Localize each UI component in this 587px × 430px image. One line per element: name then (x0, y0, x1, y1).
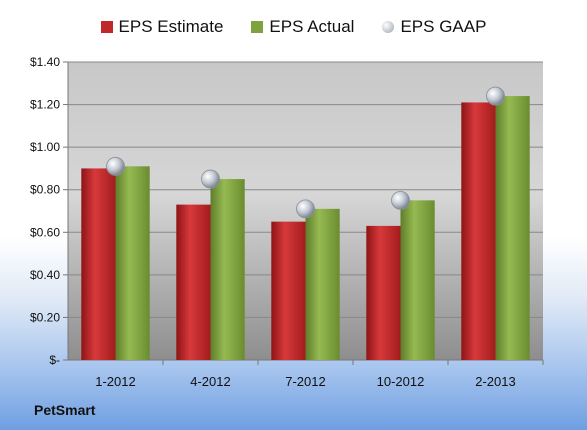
legend-label-gaap: EPS GAAP (400, 17, 487, 36)
y-tick-label: $0.20 (30, 310, 60, 324)
x-tick-label: 2-2013 (475, 374, 515, 389)
y-tick-label: $0.80 (30, 183, 60, 197)
bar-eps-actual (115, 166, 150, 360)
bar-eps-actual (210, 179, 245, 360)
bar-eps-estimate (366, 225, 401, 360)
bar-eps-actual (305, 208, 340, 360)
point-eps-gaap (486, 86, 505, 106)
point-eps-gaap (296, 199, 315, 219)
x-tick-label: 1-2012 (95, 374, 135, 389)
y-tick-label: $- (49, 353, 60, 367)
legend-swatch-gaap (382, 21, 395, 33)
bar-eps-estimate (81, 168, 116, 360)
legend-swatch-actual (251, 21, 264, 33)
y-tick-label: $0.60 (30, 225, 60, 239)
legend-swatch-estimate (100, 21, 113, 33)
legend-label-estimate: EPS Estimate (118, 17, 224, 36)
company-name: PetSmart (34, 402, 96, 418)
x-tick-label: 10-2012 (377, 374, 425, 389)
bar-eps-estimate (271, 221, 306, 360)
bar-eps-estimate (176, 204, 211, 360)
legend-item-gaap: EPS GAAP (382, 17, 486, 37)
point-eps-gaap (391, 190, 410, 210)
y-tick-label: $1.00 (30, 140, 60, 154)
y-tick-label: $0.40 (30, 268, 60, 282)
legend-item-estimate: EPS Estimate (100, 17, 224, 37)
point-eps-gaap (201, 169, 220, 189)
x-tick-label: 4-2012 (190, 374, 230, 389)
bar-eps-actual (495, 96, 530, 361)
bar-eps-estimate (461, 102, 496, 360)
point-eps-gaap (106, 156, 125, 176)
bar-eps-actual (400, 200, 435, 360)
y-tick-label: $1.20 (30, 98, 60, 112)
y-tick-label: $1.40 (30, 55, 60, 69)
legend: EPS Estimate EPS Actual EPS GAAP (0, 17, 587, 37)
legend-item-actual: EPS Actual (251, 17, 354, 37)
x-tick-label: 7-2012 (285, 374, 325, 389)
legend-label-actual: EPS Actual (269, 17, 355, 36)
